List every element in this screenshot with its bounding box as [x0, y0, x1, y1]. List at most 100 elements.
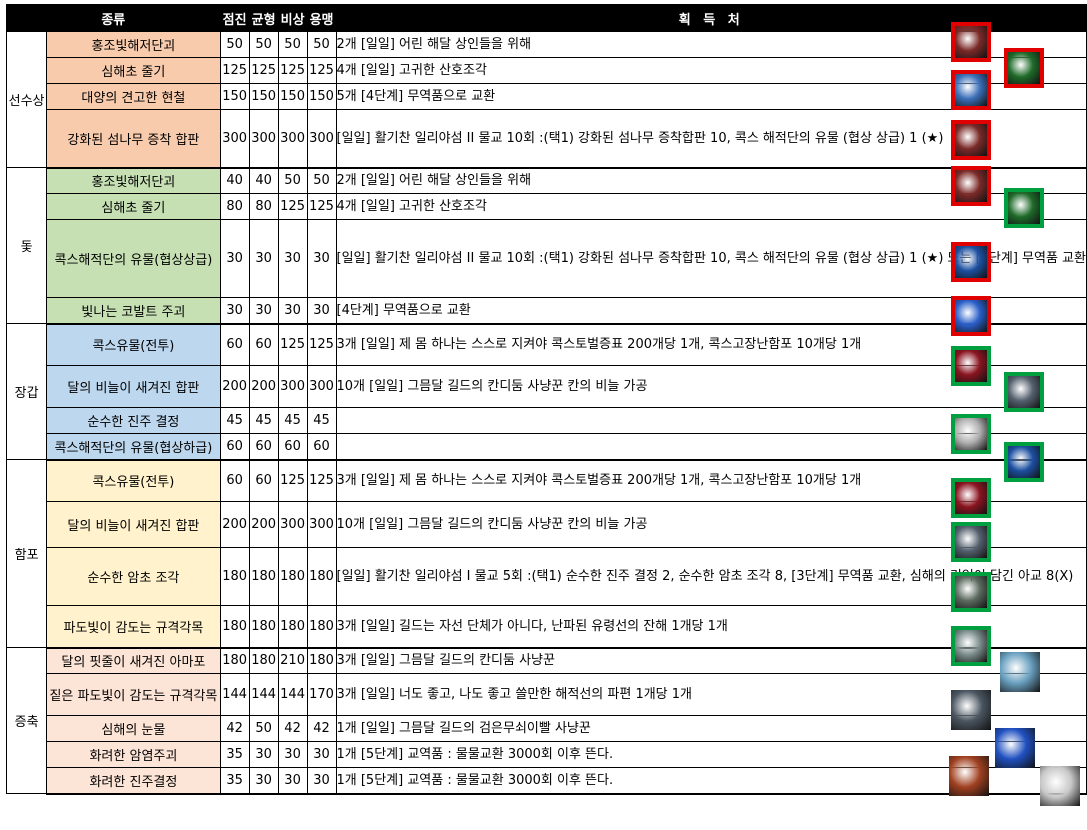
table-row: 심해초 줄기 80 80 125 125 4개 [일일] 고귀한 산호조각: [7, 193, 1087, 220]
category-cell: 선수상: [5, 31, 48, 168]
table-row: 선수상 홍조빛해저단괴 50 50 50 50 2개 [일일] 어린 해달 상인들을 위해: [5, 31, 1087, 168]
table-row: 돛 홍조빛해저단괴 40 40 50 50 2개 [일일] 어린 해달 상인들을 위해: [5, 167, 1087, 324]
bisang-value-cell: 150: [277, 83, 308, 110]
red-ore-icon: [951, 166, 991, 206]
gyunhyeong-value-cell: 30: [248, 297, 279, 325]
bisang-value-cell: 300: [277, 109, 308, 169]
jeomjin-value-cell: 180: [219, 605, 250, 649]
material-name-cell: 홍조빛해저단괴: [46, 167, 221, 194]
linen-icon: [1000, 652, 1040, 692]
yongmaeng-value-cell: 180: [306, 605, 337, 649]
red-relic-icon: [951, 478, 991, 518]
category-cell: 증축: [5, 647, 48, 794]
jeomjin-value-cell: 180: [219, 547, 250, 606]
material-name-cell: 콕스유물(전투): [46, 459, 221, 502]
pearl-crystal-icon-art: [955, 418, 987, 450]
table-row: 파도빛이 감도는 규격각목 180 180 180 180 3개 [일일] 길드는 자선 …: [7, 605, 1087, 649]
yongmaeng-value-cell: 125: [306, 193, 337, 220]
gyunhyeong-value-cell: 30: [248, 741, 279, 768]
gyunhyeong-value-cell: 30: [248, 219, 279, 298]
jeomjin-value-cell: 300: [219, 109, 250, 169]
jeomjin-value-cell: 60: [219, 433, 250, 461]
table-row: 달의 비늘이 새겨진 합판 200 200 300 300 10개 [일일] 그믐달 길드…: [7, 365, 1087, 408]
dark-timber-icon-art: [951, 690, 991, 730]
bisang-value-cell: 30: [277, 219, 308, 298]
table-row: 심해초 줄기 125 125 125 125 4개 [일일] 고귀한 산호조각: [7, 57, 1087, 84]
jeomjin-value-cell: 42: [219, 715, 250, 742]
scale-plank-icon: [1004, 372, 1044, 412]
bisang-value-cell: 60: [277, 433, 308, 461]
material-table-wrapper: 종류 점진 균형 비상 용맹 획 득 처 선수상 홍조빛해저단괴 50 50 50 50 2…: [5, 4, 1087, 795]
jeomjin-value-cell: 35: [219, 767, 250, 795]
jeomjin-value-cell: 125: [219, 57, 250, 84]
material-name-cell: 파도빛이 감도는 규격각목: [46, 605, 221, 649]
reef-shard-icon: [951, 572, 991, 612]
bisang-value-cell: 125: [277, 459, 308, 502]
source-cell: 3개 [일일] 길드는 자선 단체가 아니다, 난파된 유령선의 잔해 1개당 …: [335, 605, 1087, 649]
jeomjin-value-cell: 45: [219, 407, 250, 434]
gyunhyeong-value-cell: 200: [248, 501, 279, 548]
jeomjin-value-cell: 200: [219, 365, 250, 408]
bisang-value-cell: 300: [277, 365, 308, 408]
gyunhyeong-value-cell: 180: [248, 547, 279, 606]
sea-tear-icon-art: [995, 728, 1035, 768]
red-ore-icon-art: [955, 124, 987, 156]
header-kind: 종류: [6, 4, 221, 32]
timber-icon: [951, 626, 991, 666]
seaweed-stem-icon: [1004, 48, 1044, 88]
gyunhyeong-value-cell: 40: [248, 167, 279, 194]
yongmaeng-value-cell: 125: [306, 459, 337, 502]
jeomjin-value-cell: 80: [219, 193, 250, 220]
bisang-value-cell: 45: [277, 407, 308, 434]
cobalt-ingot-icon: [951, 296, 991, 336]
salt-ingot-icon: [949, 756, 989, 796]
gyunhyeong-value-cell: 150: [248, 83, 279, 110]
yongmaeng-value-cell: 50: [306, 31, 337, 58]
table-row: 대양의 견고한 현철 150 150 150 150 5개 [4단계] 무역품으로 교환: [7, 83, 1087, 110]
header-jeomjin: 점진: [219, 4, 250, 32]
source-cell: 3개 [일일] 그믐달 길드의 칸디둠 사냥꾼: [335, 647, 1087, 674]
yongmaeng-value-cell: 300: [306, 501, 337, 548]
header-source: 획 득 처: [335, 4, 1087, 32]
bisang-value-cell: 210: [277, 647, 308, 674]
material-name-cell: 심해초 줄기: [46, 193, 221, 220]
red-relic-icon: [951, 346, 991, 386]
table-row: 장갑 콕스유물(전투) 60 60 125 125 3개 [일일] 제 몸 하나는 스스로 …: [5, 323, 1087, 460]
material-name-cell: 달의 비늘이 새겨진 합판: [46, 501, 221, 548]
header-yongmaeng: 용맹: [306, 4, 337, 32]
gyunhyeong-value-cell: 180: [248, 605, 279, 649]
gyunhyeong-value-cell: 30: [248, 767, 279, 795]
jeomjin-value-cell: 35: [219, 741, 250, 768]
scale-plank-icon: [951, 522, 991, 562]
yongmaeng-value-cell: 180: [306, 647, 337, 674]
table-body: 선수상 홍조빛해저단괴 50 50 50 50 2개 [일일] 어린 해달 상인들을 위해 심…: [5, 31, 1087, 795]
gyunhyeong-value-cell: 125: [248, 57, 279, 84]
yongmaeng-value-cell: 30: [306, 741, 337, 768]
salt-ingot-icon-art: [949, 756, 989, 796]
yongmaeng-value-cell: 150: [306, 83, 337, 110]
gyunhyeong-value-cell: 60: [248, 459, 279, 502]
bisang-value-cell: 144: [277, 673, 308, 716]
table-row: 빛나는 코발트 주괴 30 30 30 30 [4단계] 무역품으로 교환: [7, 297, 1087, 325]
material-name-cell: 대양의 견고한 현철: [46, 83, 221, 110]
dark-timber-icon: [951, 690, 991, 730]
jeomjin-value-cell: 40: [219, 167, 250, 194]
jeomjin-value-cell: 180: [219, 647, 250, 674]
cobalt-ingot-icon-art: [955, 300, 987, 332]
category-cell: 돛: [5, 167, 48, 324]
table-row: 달의 비늘이 새겨진 합판 200 200 300 300 10개 [일일] 그믐달 길드…: [7, 501, 1087, 548]
jeomjin-value-cell: 30: [219, 297, 250, 325]
blue-crystal-icon: [951, 70, 991, 110]
yongmaeng-value-cell: 125: [306, 57, 337, 84]
blue-relic-icon-art: [955, 246, 987, 278]
category-cell: 장갑: [5, 323, 48, 460]
sea-tear-icon: [995, 728, 1035, 768]
gyunhyeong-value-cell: 60: [248, 323, 279, 366]
gyunhyeong-value-cell: 45: [248, 407, 279, 434]
material-name-cell: 심해초 줄기: [46, 57, 221, 84]
jeomjin-value-cell: 30: [219, 219, 250, 298]
bisang-value-cell: 125: [277, 57, 308, 84]
table-row: 콕스해적단의 유물(협상하급) 60 60 60 60: [7, 433, 1087, 461]
table-row: 순수한 암초 조각 180 180 180 180 [일일] 활기찬 일리야섬 I 물교 …: [7, 547, 1087, 606]
gyunhyeong-value-cell: 80: [248, 193, 279, 220]
